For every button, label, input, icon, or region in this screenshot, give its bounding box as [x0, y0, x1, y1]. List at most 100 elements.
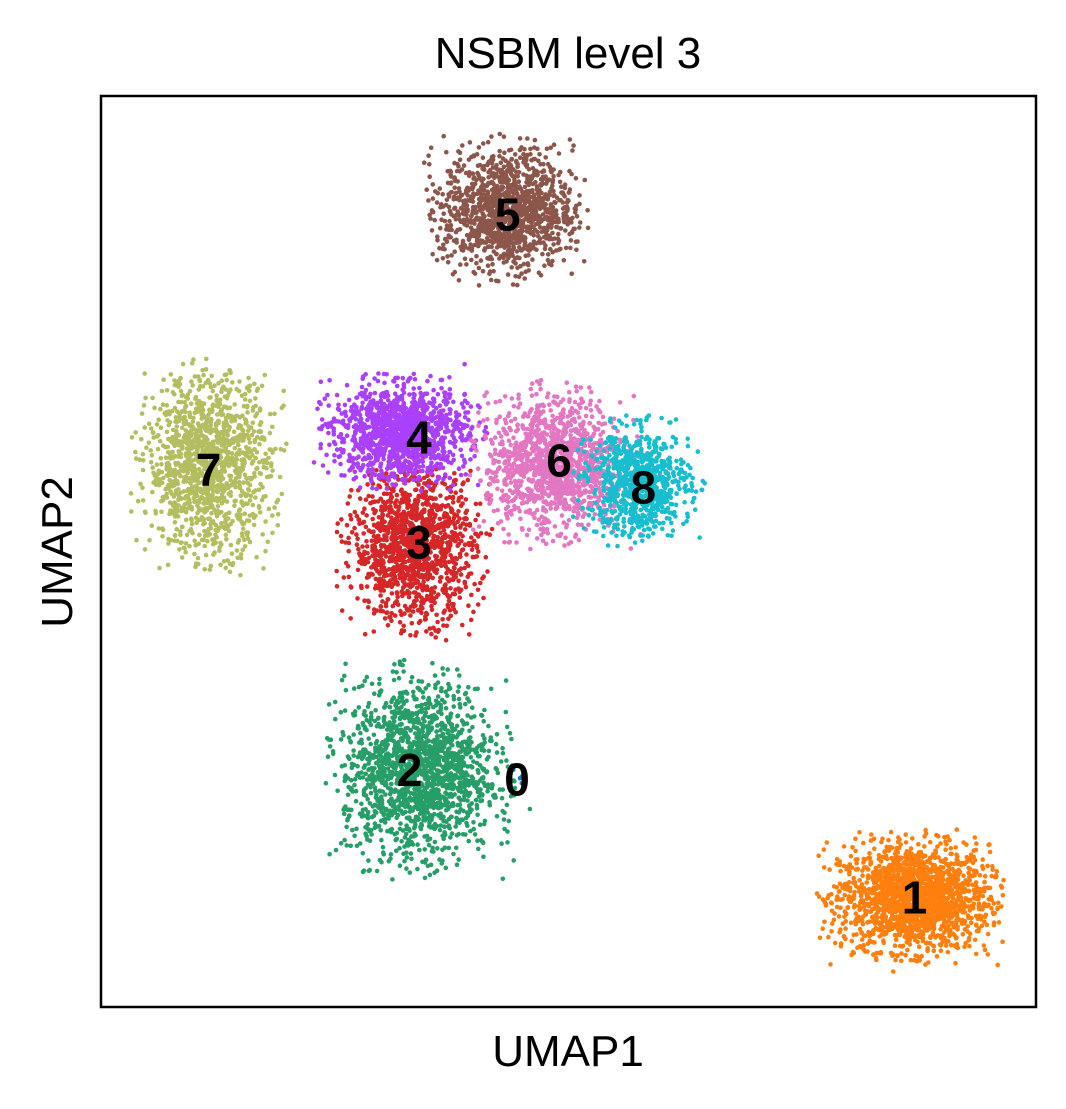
- point-cluster-2: [478, 787, 483, 792]
- point-cluster-1: [842, 886, 848, 891]
- point-cluster-3: [397, 549, 402, 555]
- point-cluster-2: [360, 851, 366, 856]
- point-cluster-2: [484, 757, 490, 762]
- point-cluster-3: [410, 576, 416, 582]
- point-cluster-3: [391, 488, 396, 494]
- point-cluster-3: [382, 524, 387, 530]
- point-cluster-2: [478, 837, 484, 843]
- point-cluster-1: [884, 856, 890, 862]
- point-cluster-2: [432, 870, 437, 875]
- point-cluster-3: [462, 527, 468, 532]
- point-cluster-3: [362, 598, 367, 603]
- point-cluster-3: [346, 574, 352, 580]
- point-cluster-2: [435, 694, 441, 699]
- point-cluster-3: [348, 616, 354, 621]
- point-cluster-2: [493, 741, 499, 747]
- point-cluster-2: [351, 748, 356, 753]
- point-cluster-1: [816, 853, 821, 859]
- point-cluster-3: [372, 499, 378, 505]
- point-cluster-2: [440, 721, 445, 726]
- point-cluster-1: [870, 906, 875, 912]
- point-cluster-3: [434, 612, 439, 618]
- point-cluster-1: [958, 886, 963, 891]
- point-cluster-3: [349, 487, 354, 493]
- point-cluster-2: [342, 763, 348, 768]
- point-cluster-3: [389, 537, 395, 542]
- point-cluster-3: [334, 584, 340, 589]
- point-cluster-1: [920, 853, 926, 858]
- point-cluster-2: [455, 713, 460, 719]
- point-cluster-2: [392, 662, 397, 667]
- point-cluster-2: [326, 702, 332, 707]
- point-cluster-1: [930, 930, 936, 936]
- point-cluster-2: [423, 818, 428, 823]
- point-cluster-2: [479, 713, 485, 718]
- point-cluster-3: [457, 516, 462, 521]
- point-cluster-1: [888, 874, 893, 879]
- point-cluster-3: [447, 607, 453, 613]
- point-cluster-1: [897, 943, 903, 949]
- point-cluster-1: [877, 876, 883, 881]
- point-cluster-2: [494, 732, 500, 737]
- point-cluster-1: [847, 871, 852, 877]
- point-cluster-2: [388, 787, 394, 793]
- point-cluster-2: [469, 780, 475, 786]
- point-cluster-2: [423, 686, 429, 691]
- point-cluster-1: [950, 873, 955, 879]
- point-cluster-1: [860, 898, 866, 903]
- point-cluster-2: [371, 732, 377, 738]
- point-cluster-3: [381, 491, 387, 497]
- point-cluster-1: [859, 937, 865, 942]
- point-cluster-3: [369, 565, 374, 570]
- point-cluster-1: [882, 867, 888, 873]
- point-cluster-1: [868, 862, 873, 867]
- point-cluster-2: [442, 830, 447, 835]
- point-cluster-3: [348, 513, 353, 518]
- point-cluster-2: [449, 738, 455, 743]
- point-cluster-1: [978, 913, 983, 919]
- point-cluster-2: [385, 735, 391, 741]
- point-cluster-1: [933, 935, 938, 940]
- point-cluster-3: [388, 615, 393, 620]
- point-cluster-1: [861, 840, 866, 846]
- point-cluster-3: [394, 564, 400, 569]
- point-cluster-3: [374, 560, 380, 566]
- point-cluster-1: [879, 839, 884, 845]
- point-cluster-3: [339, 608, 345, 613]
- point-cluster-1: [857, 830, 862, 835]
- point-cluster-1: [964, 859, 970, 865]
- point-cluster-2: [419, 738, 424, 743]
- point-cluster-2: [385, 828, 390, 834]
- point-cluster-1: [921, 861, 927, 866]
- point-cluster-3: [440, 534, 446, 540]
- point-cluster-2: [465, 813, 471, 819]
- point-cluster-2: [474, 760, 480, 766]
- point-cluster-2: [382, 816, 388, 822]
- point-cluster-1: [903, 854, 908, 860]
- point-cluster-1: [836, 914, 842, 919]
- point-cluster-1: [853, 848, 858, 854]
- point-cluster-1: [865, 867, 871, 872]
- point-cluster-2: [426, 700, 432, 706]
- point-cluster-2: [463, 690, 469, 696]
- point-cluster-1: [961, 840, 966, 845]
- point-cluster-2: [392, 709, 398, 714]
- point-cluster-2: [359, 741, 365, 746]
- point-cluster-2: [415, 842, 420, 847]
- point-cluster-2: [431, 712, 437, 718]
- point-cluster-2: [359, 801, 364, 807]
- point-cluster-1: [853, 836, 858, 842]
- point-cluster-2: [344, 824, 349, 830]
- point-cluster-2: [445, 804, 451, 810]
- point-cluster-3: [405, 505, 410, 511]
- point-cluster-2: [449, 794, 455, 799]
- point-cluster-3: [435, 629, 441, 634]
- point-cluster-3: [380, 512, 386, 518]
- point-cluster-3: [467, 571, 472, 577]
- point-cluster-2: [345, 754, 351, 759]
- point-cluster-1: [893, 900, 899, 906]
- point-cluster-2: [373, 745, 378, 751]
- point-cluster-3: [444, 570, 449, 576]
- point-cluster-1: [852, 880, 858, 885]
- point-cluster-3: [474, 531, 479, 537]
